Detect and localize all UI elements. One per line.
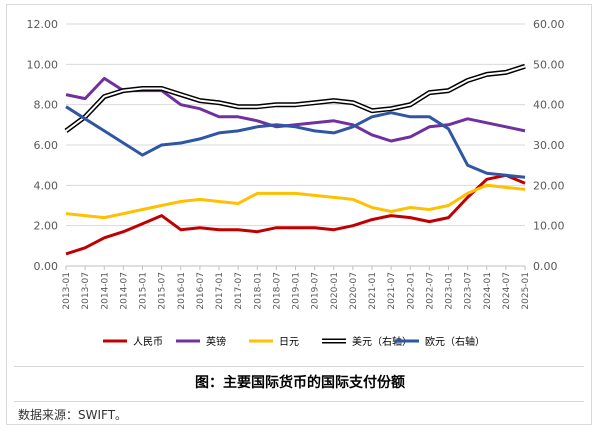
x-tick-label: 2022-07 [425,272,435,310]
x-tick-label: 2014-07 [119,272,129,310]
x-tick-label: 2018-01 [253,272,263,310]
x-tick-label: 2023-01 [445,272,455,310]
x-tick-label: 2019-01 [292,272,302,310]
y-left-tick-label: 6.00 [34,139,59,152]
y-left-tick-label: 8.00 [34,99,59,112]
x-tick-label: 2014-01 [100,272,110,310]
x-tick-label: 2016-01 [177,272,187,310]
legend-label: 美元（右轴） [352,335,412,348]
x-tick-label: 2013-07 [81,272,91,310]
y-left-tick-label: 10.00 [27,58,59,71]
x-tick-label: 2016-07 [196,272,206,310]
y-right-tick-label: 30.00 [533,139,565,152]
series-line [65,105,526,179]
series-line [65,173,526,256]
x-tick-label: 2020-01 [330,272,340,310]
y-left-tick-label: 12.00 [27,18,59,31]
y-left-tick-label: 4.00 [34,179,59,192]
y-right-tick-label: 60.00 [533,18,565,31]
y-right-tick-label: 40.00 [533,99,565,112]
x-tick-label: 2015-01 [139,272,149,310]
chart-frame [6,4,592,425]
x-tick-label: 2013-01 [62,272,72,310]
legend-label: 人民币 [133,336,163,348]
series-line [65,65,526,132]
x-tick-label: 2019-07 [311,272,321,310]
x-tick-label: 2022-01 [406,272,416,310]
data-source-note: 数据来源：SWIFT。 [18,408,128,422]
y-right-tick-label: 20.00 [533,179,565,192]
legend-label: 英镑 [206,335,226,348]
figure-caption: 图：主要国际货币的国际支付份额 [195,375,405,391]
x-tick-label: 2021-07 [387,272,397,310]
y-right-tick-label: 10.00 [533,220,565,233]
x-tick-label: 2020-07 [349,272,359,310]
legend-label: 欧元（右轴） [425,335,485,348]
x-tick-label: 2017-07 [234,272,244,310]
x-tick-label: 2024-07 [502,272,512,310]
x-tick-label: 2024-01 [483,272,493,310]
y-left-tick-label: 0.00 [34,260,59,273]
y-right-tick-label: 50.00 [533,58,565,71]
x-tick-label: 2015-07 [158,272,168,310]
x-tick-label: 2025-01 [521,272,531,310]
legend-label: 日元 [279,337,299,348]
y-left-tick-label: 2.00 [34,220,59,233]
x-tick-label: 2023-07 [464,272,474,310]
x-tick-label: 2021-01 [368,272,378,310]
series-line [65,183,526,220]
x-tick-label: 2017-01 [215,272,225,310]
x-tick-label: 2018-07 [272,272,282,310]
caption-box [14,366,584,402]
y-right-tick-label: 0.00 [533,260,558,273]
